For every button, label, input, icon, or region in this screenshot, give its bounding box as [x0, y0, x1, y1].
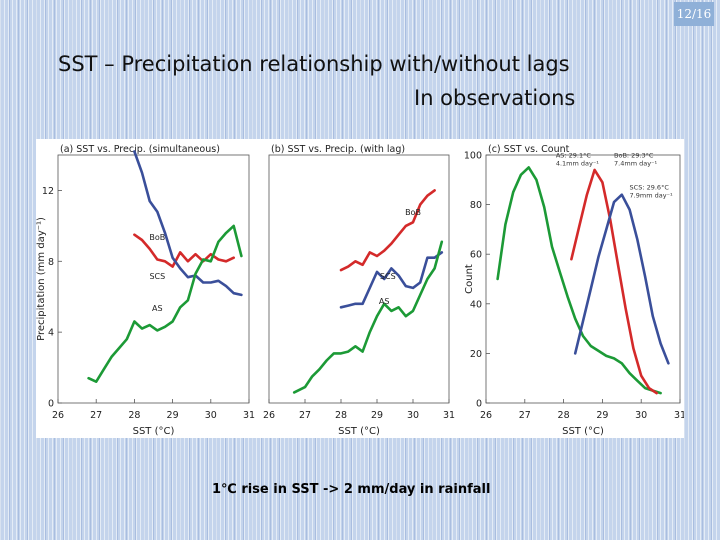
panel-1-xtick-label: 28 [128, 410, 140, 421]
panel-3-ytick-label: 100 [464, 151, 482, 162]
panel-1-xtick-label: 30 [205, 410, 217, 421]
panel-3-axes-frame [485, 154, 681, 404]
panel-2-axes-frame [268, 154, 450, 404]
slide-title: SST – Precipitation relationship with/wi… [58, 52, 570, 76]
panel-3-xtick-label: 31 [674, 410, 684, 421]
panel-1-series-scs-label: SCS [149, 272, 165, 281]
panel-3-series-bob-line [570, 168, 659, 395]
panel-1-xtick-label: 26 [52, 410, 64, 421]
panel-1-title: (a) SST vs. Precip. (simultaneous) [60, 144, 220, 155]
panel-2-xtick-label: 27 [299, 410, 311, 421]
panel-3-x-axis-label: SST (°C) [562, 426, 604, 437]
panel-3-annotation-1: 4.1mm day⁻¹ [556, 159, 599, 167]
panel-3-ytick-label: 20 [470, 349, 482, 360]
panel-1-xtick-label: 31 [243, 410, 255, 421]
panel-2-series-bob-label: BoB [405, 208, 421, 217]
panel-3-ytick-label: 80 [470, 200, 482, 211]
panel-3-ytick-label: 60 [470, 250, 482, 261]
panel-2-series-scs-label: SCS [380, 272, 396, 281]
slide-subtitle: In observations [414, 86, 576, 110]
panel-1-series-scs-line [133, 150, 243, 297]
panel-2-x-axis-label: SST (°C) [338, 426, 380, 437]
panel-3-annotation-2: BoB: 29.3°C [614, 151, 654, 159]
panel-1-ytick-label: 8 [48, 257, 54, 268]
panel-3-xtick-label: 27 [519, 410, 531, 421]
panel-3-xtick-label: 29 [596, 410, 608, 421]
panel-2-series-as-label: AS [379, 297, 390, 306]
caption: 1℃ rise in SST -> 2 mm/day in rainfall [212, 482, 491, 497]
panel-1-ytick-label: 0 [48, 399, 54, 410]
panel-1-ytick-label: 12 [42, 186, 54, 197]
panel-3-series-as-line [496, 166, 662, 395]
panel-1-series-as-label: AS [152, 304, 163, 313]
panel-3-xtick-label: 28 [558, 410, 570, 421]
panel-1-axes-frame [57, 154, 250, 404]
panel-1-series-bob-line [133, 233, 235, 268]
chart-figure: (a) SST vs. Precip. (simultaneous) 26 27 28… [36, 144, 684, 437]
panel-3-xtick-label: 30 [635, 410, 647, 421]
panel-3-annotation-3: SCS: 29.6°C [630, 184, 670, 192]
panel-2-series-bob-line [339, 189, 436, 272]
panel-1-x-axis-label: SST (°C) [133, 426, 175, 437]
panel-2-xtick-label: 29 [371, 410, 383, 421]
panel-3-title: (c) SST vs. Count [488, 144, 570, 155]
panel-3-annotation-1: AS: 29.1°C [556, 151, 592, 159]
panel-1-series-bob-label: BoB [149, 233, 165, 242]
panel-2-series-as-line [292, 240, 444, 394]
panel-3-ytick-label: 0 [476, 399, 482, 410]
panel-1-ytick-label: 4 [48, 328, 54, 339]
panel-3-y-axis-label: Count [464, 264, 475, 294]
panel-2-xtick-label: 30 [407, 410, 419, 421]
figure-panel: (a) SST vs. Precip. (simultaneous) 26 27 28… [36, 139, 684, 438]
panel-2-xtick-label: 31 [443, 410, 455, 421]
panel-2-title: (b) SST vs. Precip. (with lag) [271, 144, 405, 155]
panel-3-xtick-label: 26 [480, 410, 492, 421]
panel-2-series-scs-line [339, 251, 444, 309]
page-number: 12/16 [674, 2, 714, 26]
panel-2-xtick-label: 28 [335, 410, 347, 421]
panel-3-annotation-2: 7.4mm day⁻¹ [614, 159, 657, 167]
panel-1-xtick-label: 29 [167, 410, 179, 421]
panel-3-annotation-3: 7.9mm day⁻¹ [630, 192, 673, 200]
panel-3-ytick-label: 40 [470, 299, 482, 310]
panel-2-xtick-label: 26 [263, 410, 275, 421]
panel-1-xtick-label: 27 [90, 410, 102, 421]
panel-1-series-as-line [87, 224, 243, 383]
panel-1-y-axis-label: Precipitation (mm day⁻¹) [36, 217, 47, 341]
panel-3-series-scs-line [573, 193, 670, 365]
